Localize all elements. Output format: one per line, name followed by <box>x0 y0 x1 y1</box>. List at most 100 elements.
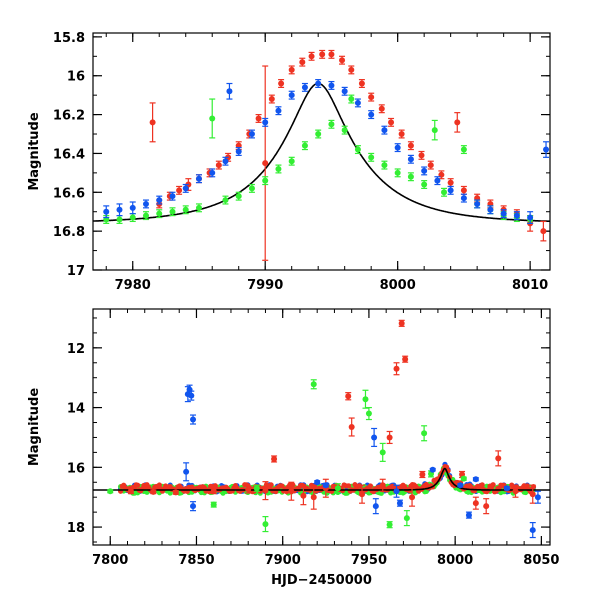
data-point-red <box>268 96 275 103</box>
data-point-blue <box>534 494 541 501</box>
data-point-red <box>358 80 365 87</box>
data-point-red <box>402 356 409 363</box>
data-point-green <box>262 521 269 528</box>
data-point-blue <box>472 476 479 483</box>
data-point-green <box>275 165 282 172</box>
data-point-red <box>409 494 416 501</box>
data-point-blue <box>248 131 255 138</box>
data-point-blue <box>474 200 481 207</box>
data-point-red <box>300 492 307 499</box>
data-point-green <box>421 430 428 437</box>
data-point-blue <box>169 193 176 200</box>
data-point-blue <box>354 99 361 106</box>
data-point-red <box>495 455 502 462</box>
data-point-blue <box>460 195 467 202</box>
data-point-green <box>222 197 229 204</box>
data-point-green <box>328 121 335 128</box>
data-point-blue <box>393 488 400 495</box>
data-point-blue <box>262 119 269 126</box>
data-point-red <box>419 471 426 478</box>
x-tick-label: 8000 <box>437 553 473 568</box>
data-point-green <box>156 210 163 217</box>
y-tick-label: 16 <box>67 70 85 85</box>
data-point-green <box>334 485 341 492</box>
data-point-green <box>195 204 202 211</box>
data-point-red <box>427 162 434 169</box>
data-point-blue <box>116 206 123 213</box>
data-point-green <box>288 158 295 165</box>
data-point-red <box>418 152 425 159</box>
data-point-red <box>172 489 179 496</box>
data-point-green <box>365 410 372 417</box>
data-point-green <box>379 449 386 456</box>
data-point-green <box>348 96 355 103</box>
data-point-blue <box>235 148 242 155</box>
data-point-blue <box>429 466 436 473</box>
data-point-blue <box>314 479 321 486</box>
baseline-point-green <box>167 490 173 496</box>
data-point-red <box>483 503 490 510</box>
x-tick-label: 8050 <box>523 553 559 568</box>
data-point-red <box>308 53 315 60</box>
data-point-blue <box>447 187 454 194</box>
data-point-blue <box>529 527 536 534</box>
data-point-red <box>379 482 386 489</box>
data-point-red <box>447 179 454 186</box>
y-tick-label: 18 <box>67 521 85 536</box>
data-point-red <box>529 491 536 498</box>
data-point-red <box>378 105 385 112</box>
data-point-red <box>149 119 156 126</box>
data-point-red <box>245 486 252 493</box>
data-point-red <box>278 80 285 87</box>
data-point-red <box>359 491 366 498</box>
data-point-green <box>407 173 414 180</box>
data-point-blue <box>371 434 378 441</box>
plot-frame <box>92 308 551 546</box>
data-point-red <box>386 434 393 441</box>
data-point-red <box>454 119 461 126</box>
data-point-red <box>398 131 405 138</box>
data-point-blue <box>129 204 136 211</box>
y-tick-label: 15.8 <box>53 31 85 46</box>
data-point-blue <box>188 392 195 399</box>
data-point-red <box>176 187 183 194</box>
data-point-green <box>460 475 467 482</box>
data-layer <box>93 49 550 261</box>
data-point-green <box>107 488 114 495</box>
baseline-point-red <box>367 483 374 489</box>
data-point-blue <box>407 156 414 163</box>
x-tick-label: 7800 <box>92 553 128 568</box>
data-point-red <box>288 488 295 495</box>
x-tick-label: 8010 <box>512 278 548 293</box>
y-axis-title: Magnitude <box>27 112 42 191</box>
model-curve <box>93 82 550 222</box>
data-point-red <box>319 51 326 58</box>
data-point-red <box>398 320 405 327</box>
data-point-green <box>310 381 317 388</box>
data-point-red <box>339 57 346 64</box>
data-point-green <box>210 501 217 508</box>
data-point-red <box>512 488 519 495</box>
data-point-blue <box>322 482 329 489</box>
data-point-red <box>215 162 222 169</box>
peak-zoom-panel: 7980 7990 8000 8010 15.8 16 16.2 16.4 16.6 16.8 17… <box>27 31 551 293</box>
data-point-red <box>255 115 262 122</box>
data-point-blue <box>434 177 441 184</box>
y-axis-title: Magnitude <box>27 388 42 467</box>
data-point-blue <box>315 80 322 87</box>
model-curve <box>93 467 550 491</box>
data-point-blue <box>190 416 197 423</box>
data-point-green <box>301 142 308 149</box>
data-point-green <box>441 189 448 196</box>
x-axis-title: HJD−2450000 <box>271 573 372 588</box>
data-point-red <box>393 365 400 372</box>
data-point-green <box>248 185 255 192</box>
data-point-green <box>386 521 393 528</box>
x-tick-label: 8000 <box>380 278 416 293</box>
data-point-red <box>127 488 134 495</box>
data-point-blue <box>142 200 149 207</box>
data-point-blue <box>226 88 233 95</box>
data-point-blue <box>487 206 494 213</box>
data-point-blue <box>341 88 348 95</box>
data-point-red <box>460 187 467 194</box>
